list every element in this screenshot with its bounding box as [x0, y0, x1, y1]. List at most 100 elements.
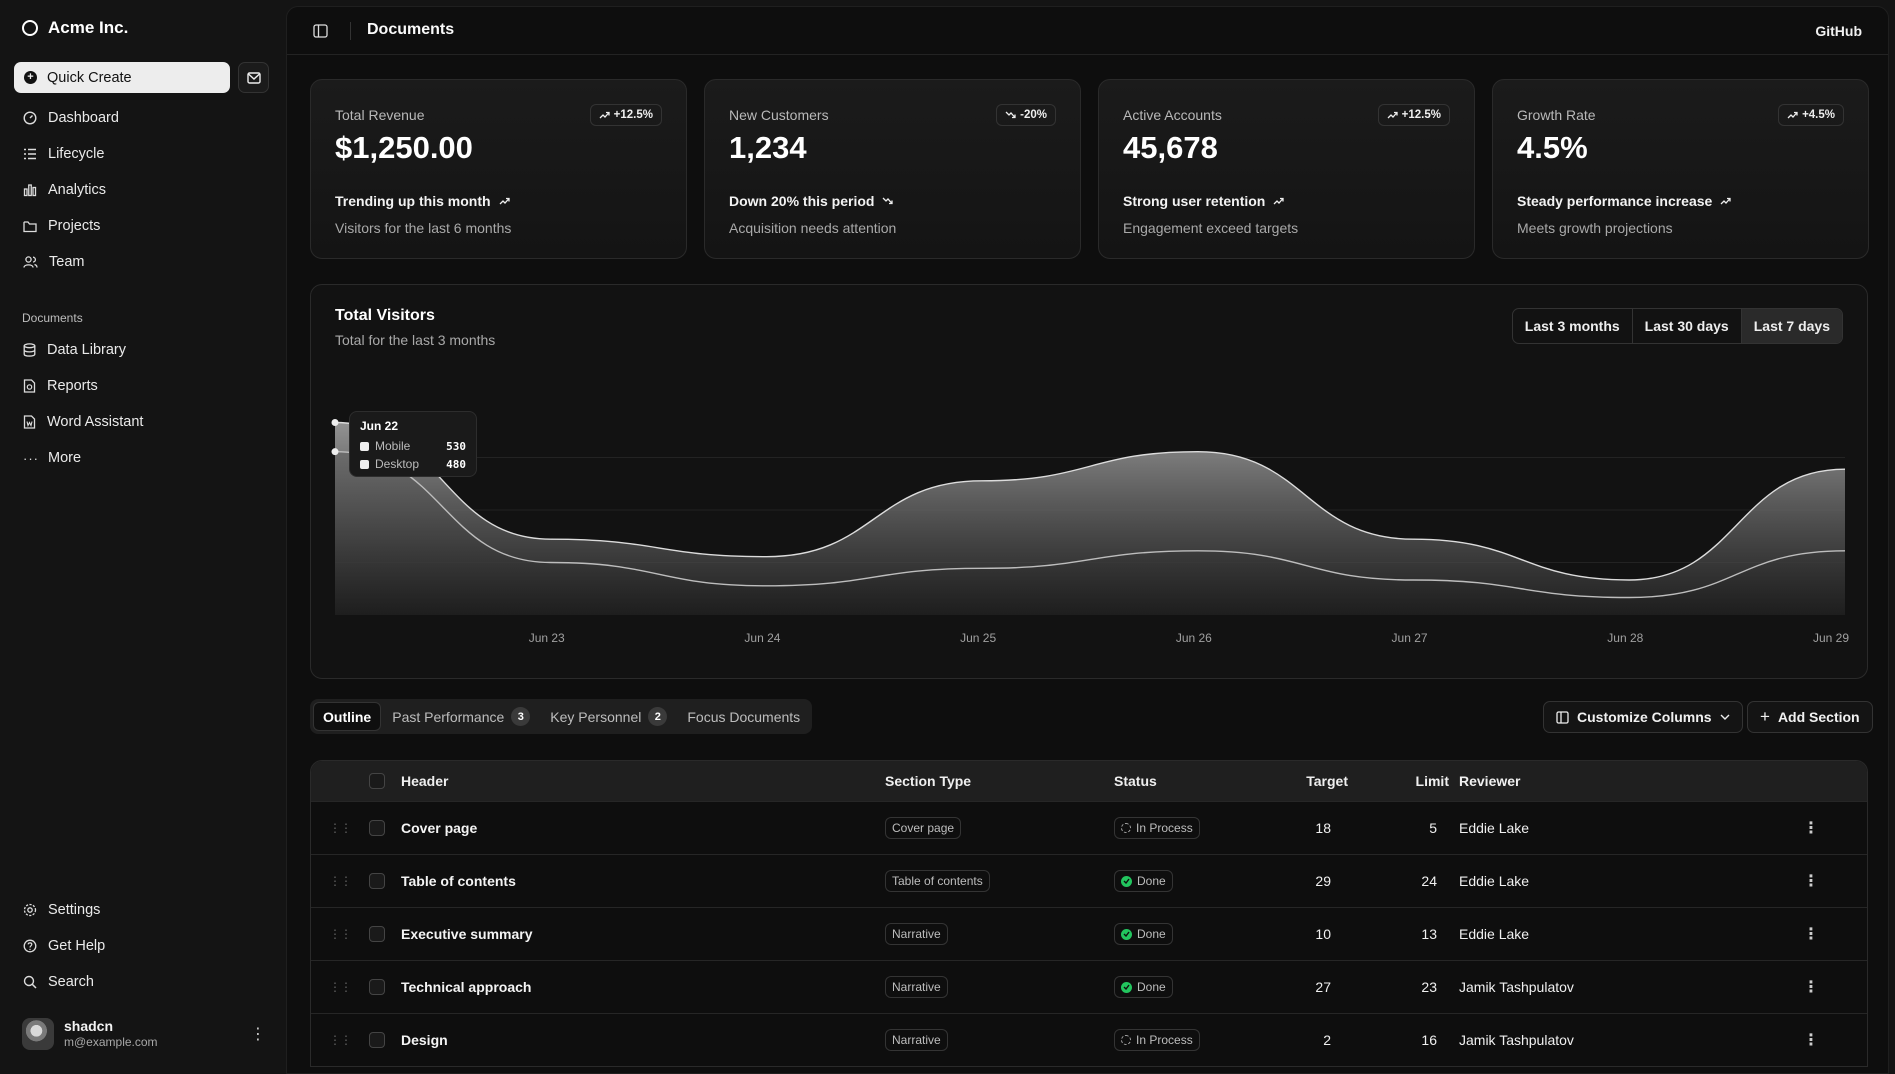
col-header: Header: [401, 773, 449, 789]
github-link[interactable]: GitHub: [1815, 23, 1862, 39]
row-actions-icon[interactable]: ⋮: [1803, 873, 1819, 890]
nav-item-get-help[interactable]: Get Help: [14, 928, 272, 964]
drag-handle-icon[interactable]: ⋮⋮: [329, 874, 352, 888]
table-row[interactable]: ⋮⋮ Technical approach Narrative Done 27 23 Jam…: [311, 960, 1867, 1013]
trend-up-icon: [1273, 197, 1285, 205]
tab-count-badge: 2: [648, 707, 668, 726]
drag-handle-icon[interactable]: ⋮⋮: [329, 1033, 352, 1047]
list-icon: [24, 148, 36, 160]
target-input[interactable]: 29: [1315, 873, 1331, 889]
drag-handle-icon[interactable]: ⋮⋮: [329, 927, 352, 941]
metric-summary: Steady performance increase: [1517, 193, 1731, 209]
brand-logo-icon: [22, 20, 38, 36]
metric-description: Meets growth projections: [1517, 220, 1673, 236]
row-actions-icon[interactable]: ⋮: [1803, 820, 1819, 837]
nav-item-more[interactable]: ··· More: [14, 440, 272, 476]
add-section-button[interactable]: + Add Section: [1747, 701, 1873, 733]
reviewer-name[interactable]: Eddie Lake: [1459, 873, 1530, 889]
inbox-button[interactable]: [238, 62, 269, 93]
limit-input[interactable]: 16: [1421, 1032, 1437, 1048]
check-circle-icon: [1121, 981, 1132, 993]
chevron-down-icon: [1720, 714, 1730, 720]
table-row[interactable]: ⋮⋮ Table of contents Table of contents Done…: [311, 854, 1867, 907]
nav-item-lifecycle[interactable]: Lifecycle: [14, 136, 272, 172]
row-checkbox[interactable]: [369, 820, 385, 836]
tab-past-performance[interactable]: Past Performance 3: [383, 702, 539, 731]
nav-item-search[interactable]: Search: [14, 964, 272, 1000]
tab-outline[interactable]: Outline: [313, 702, 382, 731]
row-header-link[interactable]: Executive summary: [401, 926, 533, 942]
nav-item-reports[interactable]: Reports: [14, 368, 272, 404]
drag-handle-icon[interactable]: ⋮⋮: [329, 980, 352, 994]
range-last-7-days[interactable]: Last 7 days: [1740, 309, 1842, 343]
nav-item-settings[interactable]: Settings: [14, 892, 272, 928]
nav-item-word-assistant[interactable]: Word Assistant: [14, 404, 272, 440]
target-input[interactable]: 27: [1315, 979, 1331, 995]
metric-value: 4.5%: [1517, 130, 1588, 165]
row-checkbox[interactable]: [369, 873, 385, 889]
user-menu[interactable]: shadcn m@example.com ⋮: [22, 1018, 266, 1050]
row-actions-icon[interactable]: ⋮: [1803, 1032, 1819, 1049]
x-tick-label: Jun 29: [1813, 631, 1849, 645]
row-checkbox[interactable]: [369, 926, 385, 942]
metric-label: Growth Rate: [1517, 107, 1596, 123]
customize-columns-button[interactable]: Customize Columns: [1543, 701, 1743, 733]
col-status: Status: [1114, 773, 1157, 789]
nav-item-dashboard[interactable]: Dashboard: [14, 100, 272, 136]
section-type-badge: Table of contents: [885, 870, 990, 892]
nav-item-team[interactable]: Team: [14, 244, 272, 280]
footer-nav: Settings Get Help Search: [14, 892, 272, 1000]
reviewer-name[interactable]: Eddie Lake: [1459, 926, 1530, 942]
drag-handle-icon[interactable]: ⋮⋮: [329, 821, 352, 835]
nav-item-projects[interactable]: Projects: [14, 208, 272, 244]
row-actions-icon[interactable]: ⋮: [1803, 926, 1819, 943]
range-last-3-months[interactable]: Last 3 months: [1524, 318, 1620, 334]
limit-input[interactable]: 13: [1421, 926, 1437, 942]
range-last-30-days[interactable]: Last 30 days: [1631, 309, 1741, 343]
metric-summary: Down 20% this period: [729, 193, 894, 209]
brand[interactable]: Acme Inc.: [22, 18, 128, 38]
metric-description: Engagement exceed targets: [1123, 220, 1299, 236]
quick-create-button[interactable]: + Quick Create: [14, 62, 230, 93]
metric-card: Total Revenue $1,250.00 +12.5% Trending up …: [310, 79, 687, 259]
limit-input[interactable]: 5: [1429, 820, 1437, 836]
reviewer-name[interactable]: Eddie Lake: [1459, 820, 1530, 836]
limit-input[interactable]: 23: [1421, 979, 1437, 995]
user-name: shadcn: [64, 1018, 114, 1034]
select-all-checkbox[interactable]: [369, 773, 385, 789]
target-input[interactable]: 10: [1315, 926, 1331, 942]
summary-text: Strong user retention: [1123, 193, 1266, 209]
row-header-link[interactable]: Design: [401, 1032, 448, 1048]
nav-item-analytics[interactable]: Analytics: [14, 172, 272, 208]
reviewer-name[interactable]: Jamik Tashpulatov: [1459, 1032, 1574, 1048]
limit-input[interactable]: 24: [1421, 873, 1437, 889]
target-input[interactable]: 2: [1323, 1032, 1331, 1048]
tooltip-desktop-value: 480: [446, 457, 466, 471]
nav-item-data-library[interactable]: Data Library: [14, 332, 272, 368]
more-vertical-icon[interactable]: ⋮: [250, 1026, 266, 1043]
row-checkbox[interactable]: [369, 979, 385, 995]
reviewer-name[interactable]: Jamik Tashpulatov: [1459, 979, 1574, 995]
row-header-link[interactable]: Table of contents: [401, 873, 516, 889]
line-mobile: [334, 421, 1846, 581]
table-row[interactable]: ⋮⋮ Executive summary Narrative Done 10 13 Eddi…: [311, 907, 1867, 960]
row-checkbox[interactable]: [369, 1032, 385, 1048]
trend-down-icon: [1005, 111, 1016, 119]
plus-icon: +: [1760, 707, 1770, 726]
nav-label: Team: [49, 254, 85, 270]
target-input[interactable]: 18: [1315, 820, 1331, 836]
main-panel: Documents GitHub Total Revenue $1,250.00 +…: [286, 6, 1889, 1074]
table-row[interactable]: ⋮⋮ Cover page Cover page In Process 18 5 Eddie…: [311, 801, 1867, 854]
columns-icon: [1556, 710, 1569, 724]
bar-chart-icon: [23, 184, 37, 197]
row-header-link[interactable]: Technical approach: [401, 979, 532, 995]
sidebar-toggle-icon[interactable]: [313, 24, 328, 38]
trend-badge: +12.5%: [1377, 104, 1450, 126]
tab-focus-documents[interactable]: Focus Documents: [678, 702, 809, 731]
row-actions-icon[interactable]: ⋮: [1803, 979, 1819, 996]
nav-label: Get Help: [48, 938, 106, 954]
tab-key-personnel[interactable]: Key Personnel 2: [541, 702, 676, 731]
status-badge: Done: [1114, 870, 1173, 892]
table-row[interactable]: ⋮⋮ Design Narrative In Process 2 16 Jamik Tash…: [311, 1013, 1867, 1066]
row-header-link[interactable]: Cover page: [401, 820, 478, 836]
